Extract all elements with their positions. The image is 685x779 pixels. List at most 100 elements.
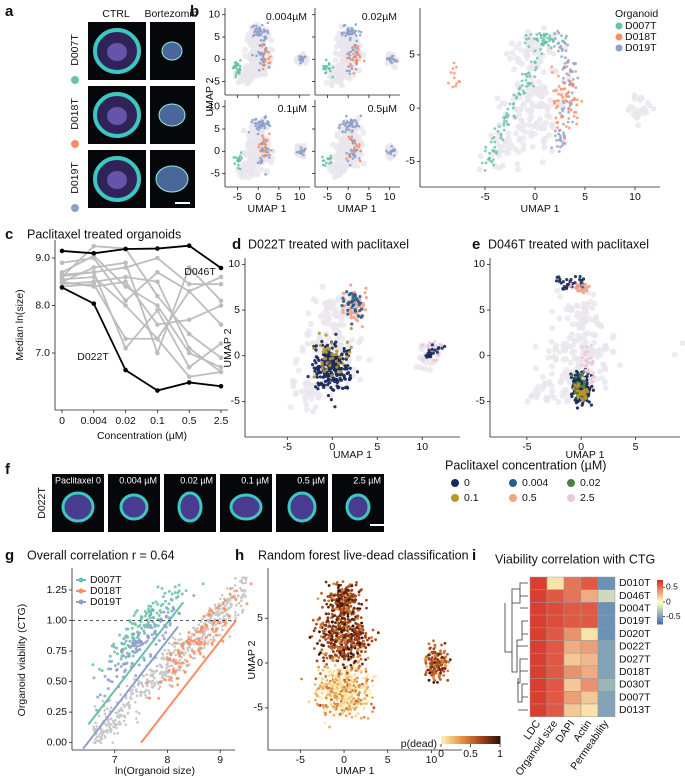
cell-point: [115, 675, 119, 679]
cell-point: [314, 677, 318, 681]
cell-point: [234, 598, 238, 602]
cell-point: [332, 57, 339, 64]
cell-point: [575, 406, 580, 410]
cell-point: [325, 321, 332, 328]
cell-point: [360, 636, 364, 640]
cell-point: [209, 638, 213, 641]
cell-point: [338, 705, 342, 709]
cell-point: [112, 645, 116, 649]
cell-point: [493, 140, 497, 144]
cell-point: [122, 654, 126, 658]
cell-point: [125, 651, 129, 655]
cell-point: [567, 110, 571, 114]
cell-point: [160, 586, 164, 590]
cell-point: [192, 642, 195, 646]
cell-point: [553, 134, 557, 138]
cell-point: [335, 164, 342, 171]
series-line: [61, 245, 222, 359]
cell-point: [132, 637, 136, 641]
cell-point: [222, 617, 225, 620]
cell-point: [557, 279, 562, 283]
cell-point: [154, 642, 158, 646]
cell-point: [552, 44, 556, 48]
legend-label: D018T: [625, 31, 657, 43]
cell-point: [338, 373, 343, 377]
cell-point: [337, 672, 341, 676]
cell-point: [357, 693, 361, 697]
cell-point: [352, 691, 355, 695]
cell-point: [324, 674, 328, 678]
cell-point: [557, 85, 561, 88]
cell-point: [332, 306, 339, 313]
cell-point: [541, 144, 548, 151]
cell-point: [342, 349, 346, 353]
point: [123, 336, 128, 342]
cell-point: [343, 678, 347, 682]
cell-point: [301, 57, 305, 61]
cell-point: [247, 146, 254, 153]
cell-point: [210, 641, 214, 645]
cell-point: [591, 388, 595, 392]
cell-point: [542, 34, 546, 38]
cell-point: [102, 731, 105, 735]
cell-point: [249, 48, 256, 55]
cell-point: [573, 96, 576, 100]
cell-point: [187, 635, 190, 638]
cell-point: [180, 651, 184, 655]
cell-point: [356, 712, 360, 716]
cell-point: [126, 627, 130, 631]
cell-point: [187, 630, 191, 634]
cell-point: [351, 664, 355, 667]
cell-point: [358, 654, 362, 657]
cell-point: [172, 650, 175, 654]
cell-point: [493, 145, 497, 149]
cell-point: [633, 114, 640, 121]
cell-point: [344, 714, 348, 718]
cell-point: [334, 352, 339, 357]
cell-point: [150, 682, 154, 686]
cell-point: [426, 343, 430, 348]
cell-point: [341, 310, 345, 315]
cell-point: [539, 34, 543, 38]
cell-point: [112, 725, 115, 729]
cell-point: [359, 716, 363, 720]
cell-point: [533, 68, 537, 72]
cell-point: [253, 35, 260, 42]
cell-point: [260, 123, 264, 126]
cell-point: [679, 339, 685, 346]
cell-point: [325, 662, 328, 666]
cell-point: [353, 146, 356, 149]
cell-point: [557, 293, 564, 300]
cell-point: [267, 61, 270, 65]
cell-point: [492, 163, 496, 167]
cell-point: [94, 737, 97, 741]
cell-point: [359, 149, 362, 153]
legend-title: Paclitaxel concentration (µM): [445, 458, 606, 472]
cell-point: [351, 295, 355, 300]
cell-point: [346, 680, 350, 684]
cell-point: [342, 304, 347, 308]
cell-point: [154, 600, 158, 604]
cell-point: [535, 86, 542, 93]
cell-point: [161, 595, 165, 599]
cell-point: [326, 383, 330, 387]
cell-point: [553, 354, 560, 361]
cell-point: [221, 628, 224, 632]
cell-point: [360, 129, 367, 136]
cell-point: [315, 375, 319, 379]
legend-label: 2.5: [580, 492, 595, 504]
cell-point: [264, 140, 268, 143]
cell-point: [317, 668, 320, 672]
cell-point: [325, 335, 332, 342]
cell-point: [349, 36, 352, 40]
cell-point: [583, 379, 587, 384]
cell-point: [502, 116, 506, 119]
cell-point: [550, 65, 554, 69]
row-label: D022T: [36, 487, 48, 519]
cell-point: [116, 662, 120, 666]
cell-point: [225, 602, 229, 605]
cell-point: [582, 376, 586, 381]
point: [123, 367, 128, 373]
cell-point: [364, 667, 368, 671]
cell-point: [99, 728, 103, 732]
